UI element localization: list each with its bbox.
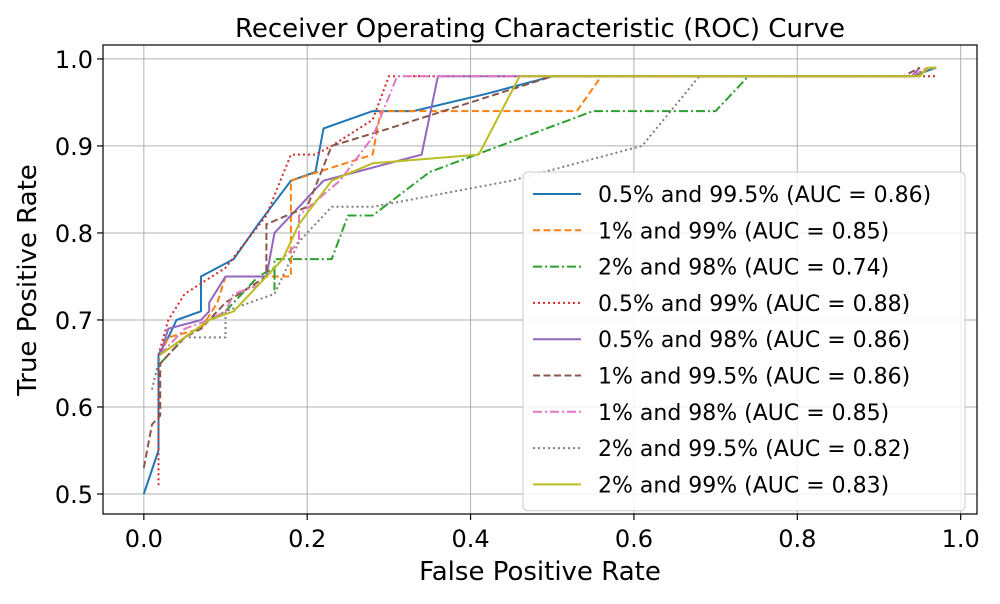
legend-entry-label: 1% and 98% (AUC = 0.85) [598,401,889,426]
x-tick-label: 1.0 [942,525,980,553]
series-layer [142,66,937,495]
legend-entry-label: 2% and 98% (AUC = 0.74) [598,256,889,281]
legend-entry-label: 0.5% and 98% (AUC = 0.86) [598,328,910,353]
legend-entry-label: 2% and 99.5% (AUC = 0.82) [598,437,910,462]
x-tick-label: 0.8 [778,525,816,553]
legend: 0.5% and 99.5% (AUC = 0.86) 1% and 99% (A… [522,171,966,512]
legend-entry-label: 0.5% and 99.5% (AUC = 0.86) [598,183,931,208]
x-tick-label: 0.0 [125,525,163,553]
x-tick-label: 0.4 [451,525,489,553]
series-line-9 [159,66,937,356]
y-tick-label: 1.0 [55,46,93,74]
series-line-8 [151,66,937,390]
legend-entry-label: 0.5% and 99% (AUC = 0.88) [598,292,910,317]
legend-entry-label: 1% and 99% (AUC = 0.85) [598,219,889,244]
legend-entry-label: 1% and 99.5% (AUC = 0.86) [598,365,910,390]
series-line-6 [142,66,921,469]
x-tick-label: 0.2 [288,525,326,553]
y-tick-label: 0.5 [55,481,93,509]
legend-entry-label: 2% and 99% (AUC = 0.83) [598,473,889,498]
y-tick-label: 0.6 [55,394,93,422]
y-tick-label: 0.7 [55,307,93,335]
plot-frame [102,44,978,515]
legend-box [522,171,966,512]
series-line-5 [159,66,921,356]
y-axis-label: True Positive Rate [13,164,43,397]
y-tick-label: 0.9 [55,133,93,161]
x-axis-label: False Positive Rate [419,557,661,587]
x-tick-label: 0.6 [615,525,653,553]
tick-layer: 0.0 0.2 0.4 0.6 0.8 1.0 0.5 0.6 0.7 0.8 0.9 1.0 [55,46,980,553]
chart-title: Receiver Operating Characteristic (ROC) … [235,14,845,44]
series-line-4 [157,75,937,486]
series-line-3 [159,66,937,365]
y-tick-label: 0.8 [55,220,93,248]
